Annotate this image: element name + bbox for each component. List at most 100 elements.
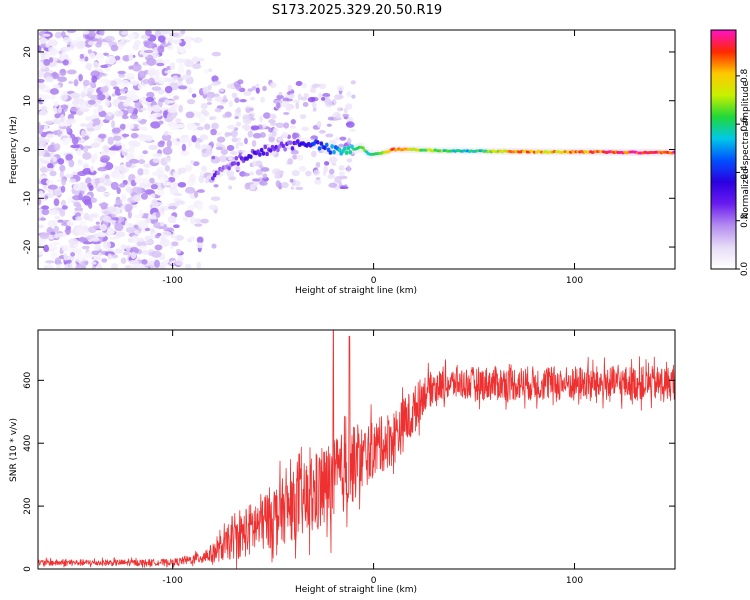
spectrogram-signal-cell xyxy=(263,144,268,150)
spectrogram-noise-blob xyxy=(64,263,73,269)
spectrogram-noise-blob xyxy=(114,141,122,147)
spectrogram-noise-blob xyxy=(220,148,228,155)
spectrogram-noise-blob xyxy=(111,93,116,97)
snr-ytick-label: 400 xyxy=(23,434,33,451)
spectrogram-noise-blob xyxy=(68,80,74,85)
spectrogram-noise-blob xyxy=(66,69,77,75)
spectrogram-noise-blob xyxy=(147,258,157,262)
spectrogram-noise-blob xyxy=(77,139,86,144)
spectrogram-noise-blob xyxy=(252,132,262,139)
spectrogram-noise-blob xyxy=(96,39,103,45)
spectrogram-signal-cell xyxy=(317,146,322,151)
spectrogram-noise-blob xyxy=(151,199,159,207)
spectrogram-noise-blob xyxy=(186,122,197,131)
spectrogram-noise-blob xyxy=(345,103,353,110)
spectrogram-noise-blob xyxy=(196,236,204,244)
spectrogram-noise-blob xyxy=(117,95,128,100)
spectrogram-noise-blob xyxy=(158,120,164,125)
spectrogram-noise-blob xyxy=(262,173,268,179)
spectrogram-noise-blob xyxy=(189,173,196,183)
spectrogram-noise-blob xyxy=(194,141,201,149)
spectrogram-noise-blob xyxy=(328,182,338,188)
spectrogram-noise-blob xyxy=(129,247,140,254)
spectrogram-noise-blob xyxy=(47,184,58,190)
spectrogram-noise-blob xyxy=(311,84,319,89)
spectrogram-noise-blob xyxy=(342,113,350,118)
spectrogram-noise-blob xyxy=(50,93,56,100)
spectrogram-noise-blob xyxy=(211,122,219,130)
spectrogram-noise-blob xyxy=(214,107,222,113)
spectrogram-signal-cell xyxy=(283,147,287,152)
spectrogram-noise-blob xyxy=(327,174,335,179)
snr-series-line xyxy=(38,330,675,569)
spectrogram-noise-blob xyxy=(234,112,242,117)
spectrogram-noise-blob xyxy=(70,144,80,149)
spectrogram-noise-blob xyxy=(40,94,51,100)
spectrogram-noise-blob xyxy=(334,94,343,101)
spectrogram-noise-blob xyxy=(290,149,299,155)
spectrogram-noise-blob xyxy=(177,167,187,174)
spectrogram-noise-blob xyxy=(54,31,63,39)
spectrogram-noise-blob xyxy=(90,70,100,78)
spectrogram-noise-blob xyxy=(107,111,113,117)
spectrogram-noise-blob xyxy=(247,130,253,138)
spectrogram-ytick-label: -10 xyxy=(23,191,33,206)
spectrogram-noise-blob xyxy=(137,159,146,165)
spectrogram-noise-blob xyxy=(82,79,90,87)
spectrogram-noise-blob xyxy=(38,136,46,145)
spectrogram-noise-blob xyxy=(142,61,148,66)
spectrogram-noise-blob xyxy=(47,163,54,169)
spectrogram-noise-blob xyxy=(143,41,149,48)
spectrogram-noise-blob xyxy=(167,45,174,51)
spectrogram-noise-blob xyxy=(234,97,240,103)
spectrogram-noise-blob xyxy=(136,240,147,247)
spectrogram-noise-blob xyxy=(76,147,82,157)
spectrogram-noise-blob xyxy=(39,167,49,173)
spectrogram-noise-blob xyxy=(167,215,177,224)
spectrogram-noise-blob xyxy=(138,154,145,160)
colorbar-tick-label: 0.6 xyxy=(740,117,750,132)
spectrogram-noise-blob xyxy=(132,107,139,115)
spectrogram-noise-blob xyxy=(195,111,202,118)
spectrogram-noise-blob xyxy=(106,206,117,213)
spectrogram-noise-blob xyxy=(148,248,154,253)
spectrogram-noise-blob xyxy=(46,167,54,172)
spectrogram-signal-cell xyxy=(324,142,329,148)
spectrogram-noise-blob xyxy=(78,192,83,201)
spectrogram-noise-blob xyxy=(155,211,161,219)
spectrogram-noise-blob xyxy=(91,75,98,83)
spectrogram-noise-blob xyxy=(88,31,97,37)
spectrogram-noise-blob xyxy=(38,224,45,229)
spectrogram-noise-blob xyxy=(121,115,129,120)
spectrogram-noise-blob xyxy=(42,33,51,37)
spectrogram-noise-blob xyxy=(176,235,184,241)
spectrogram-noise-blob xyxy=(205,149,213,156)
spectrogram-noise-blob xyxy=(59,164,66,172)
spectrogram-noise-blob xyxy=(115,231,126,238)
spectrogram-noise-blob xyxy=(119,88,129,92)
spectrogram-noise-blob xyxy=(156,62,165,67)
spectrogram-noise-blob xyxy=(111,262,119,269)
spectrogram-noise-blob xyxy=(213,184,219,188)
spectrogram-noise-blob xyxy=(174,124,186,129)
spectrogram-noise-blob xyxy=(137,168,144,176)
spectrogram-noise-blob xyxy=(164,99,170,106)
spectrogram-noise-blob xyxy=(283,111,290,115)
snr-x-label: Height of straight line (km) xyxy=(295,585,417,595)
spectrogram-signal-cell xyxy=(268,148,273,153)
spectrogram-noise-blob xyxy=(131,235,139,244)
spectrogram-noise-blob xyxy=(249,107,254,112)
spectrogram-noise-blob xyxy=(60,104,69,110)
spectrogram-noise-blob xyxy=(70,252,76,257)
spectrogram-signal-cell xyxy=(211,176,215,181)
spectrogram-noise-blob xyxy=(171,241,179,247)
spectrogram-noise-blob xyxy=(239,142,244,147)
spectrogram-noise-blob xyxy=(275,180,281,188)
spectrogram-noise-blob xyxy=(93,118,101,126)
spectrogram-noise-blob xyxy=(207,84,212,91)
spectrogram-noise-blob xyxy=(182,216,189,222)
spectrogram-noise-blob xyxy=(230,151,238,156)
spectrogram-noise-blob xyxy=(311,101,317,108)
spectrogram-noise-blob xyxy=(57,158,65,165)
spectrogram-noise-blob xyxy=(187,204,195,212)
